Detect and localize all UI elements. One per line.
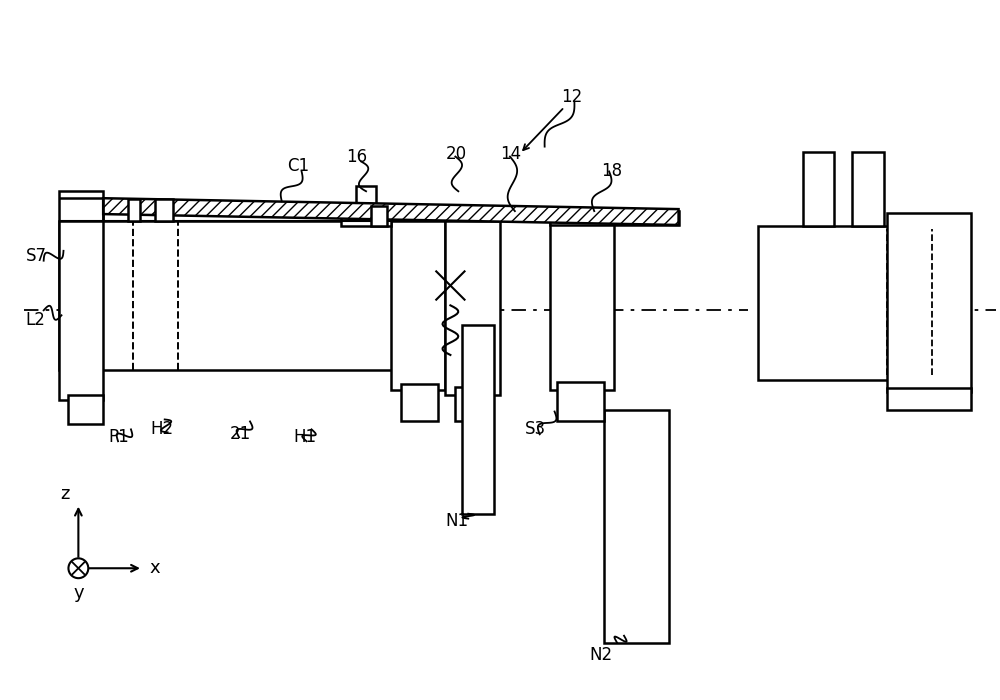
Text: 21: 21 (230, 426, 251, 443)
Text: 18: 18 (601, 162, 622, 181)
Text: C1: C1 (287, 158, 309, 176)
Text: N1: N1 (445, 512, 469, 530)
Bar (155, 199, 173, 221)
Polygon shape (103, 198, 679, 225)
Bar (371, 206, 387, 226)
Bar (803, 152, 834, 226)
Text: x: x (150, 559, 160, 578)
Bar (59, 191, 103, 400)
Bar (852, 152, 884, 226)
Bar (356, 186, 376, 216)
Text: 14: 14 (500, 145, 521, 162)
Text: 16: 16 (346, 148, 367, 165)
Bar (445, 221, 500, 395)
Bar (462, 326, 494, 514)
Circle shape (68, 559, 88, 578)
Bar (128, 199, 140, 221)
Bar (887, 388, 971, 409)
Bar (550, 211, 679, 225)
Bar (341, 216, 391, 226)
Bar (887, 213, 971, 392)
Bar (550, 216, 614, 390)
Text: 20: 20 (445, 145, 467, 162)
Text: 12: 12 (562, 88, 583, 106)
Text: S7: S7 (26, 247, 47, 265)
Bar (604, 410, 669, 643)
Text: L2: L2 (26, 312, 46, 329)
Text: S3: S3 (525, 421, 546, 438)
Bar (391, 221, 445, 390)
Text: z: z (61, 485, 70, 503)
Text: N2: N2 (589, 645, 612, 664)
Bar (59, 221, 440, 370)
Text: H1: H1 (294, 428, 317, 447)
Bar (758, 226, 951, 380)
Text: y: y (73, 584, 84, 602)
Bar (455, 386, 490, 421)
Bar (68, 395, 103, 424)
Bar (401, 384, 438, 421)
Text: H2: H2 (151, 421, 174, 438)
Bar (557, 382, 604, 421)
Text: P1: P1 (108, 428, 129, 447)
